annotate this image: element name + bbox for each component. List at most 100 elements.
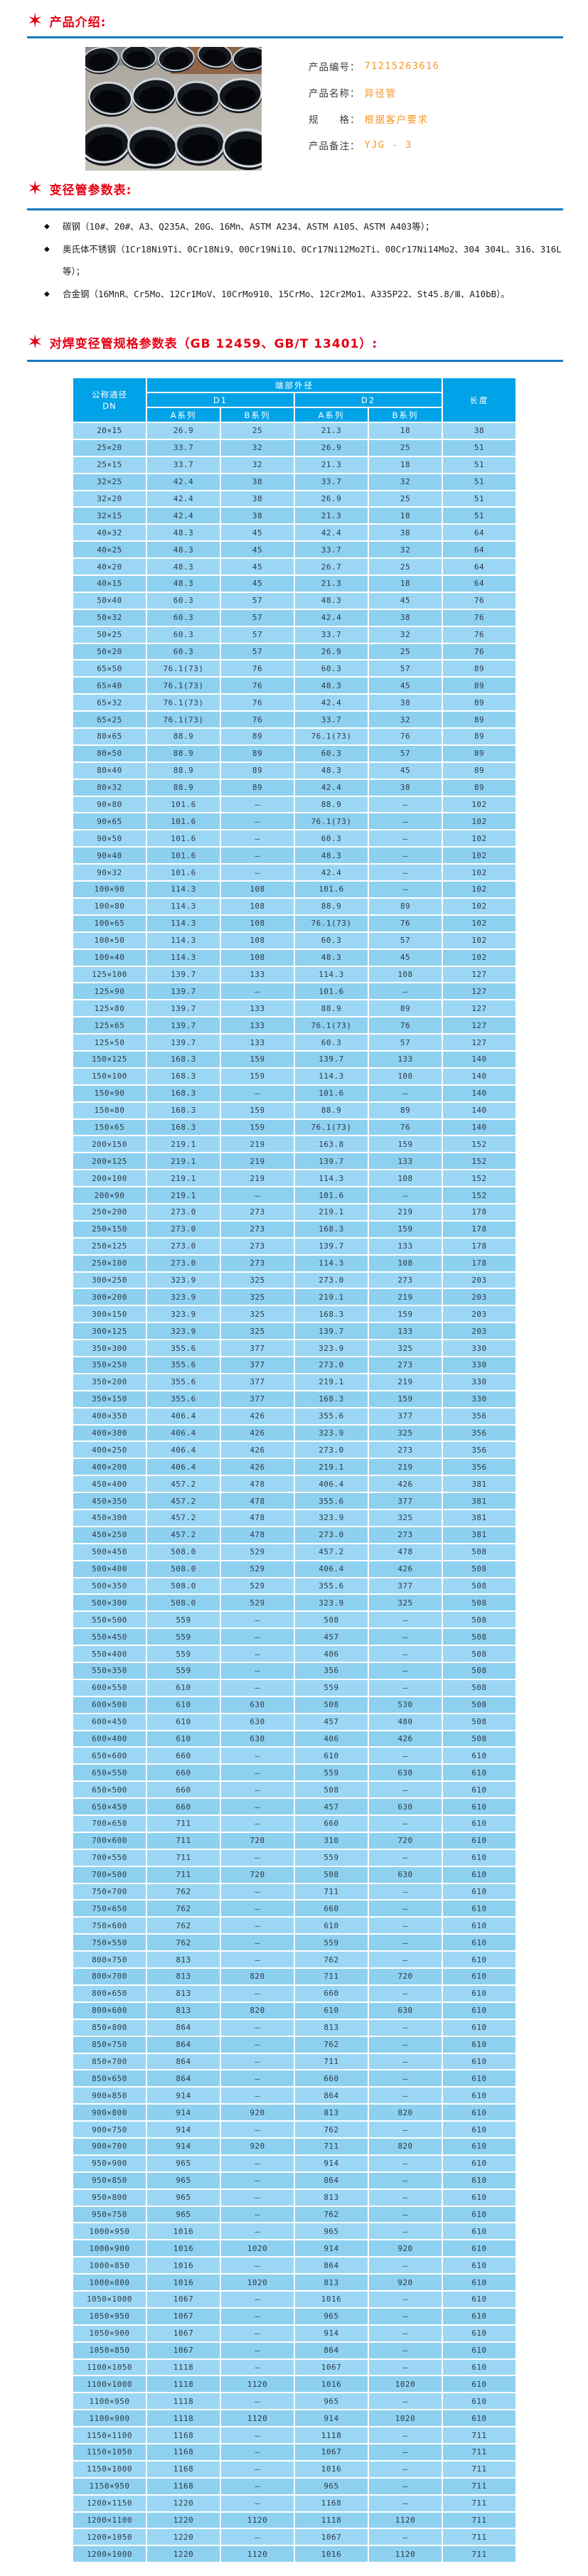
material-list: ◆ 碳钢（10#、20#、A3、Q235A、20G、16Mn、ASTM A234、… xyxy=(44,215,562,306)
cell-diameter: 325 xyxy=(368,1423,443,1443)
cell-length: 610 xyxy=(442,1780,517,1800)
cell-diameter: 630 xyxy=(220,1729,295,1748)
cell-diameter: 1020 xyxy=(368,2375,443,2394)
cell-dn: 150×80 xyxy=(72,1101,147,1120)
cell-diameter: 323.9 xyxy=(146,1305,221,1324)
cell-dn: 400×250 xyxy=(72,1441,147,1460)
cell-length: 610 xyxy=(442,1899,517,1918)
cell-diameter: 1067 xyxy=(146,2289,221,2309)
cell-length: 508 xyxy=(442,1593,517,1613)
cell-diameter: – xyxy=(368,1662,443,1680)
cell-diameter: 762 xyxy=(146,1899,221,1918)
cell-length: 610 xyxy=(442,2256,517,2275)
table-row: 32×25 42.4 38 33.7 32 51 xyxy=(72,472,517,491)
table-row: 800×650 813–660–610 xyxy=(72,1984,517,2003)
cell-diameter: 762 xyxy=(294,1950,369,1970)
cell-diameter: – xyxy=(368,1610,443,1630)
table-row: 1100×950 1118–965–610 xyxy=(72,2392,517,2411)
cell-diameter: 273 xyxy=(220,1254,295,1273)
cell-diameter: 101.6 xyxy=(146,863,221,882)
section-divider xyxy=(27,36,563,38)
cell-diameter: 159 xyxy=(368,1135,443,1154)
cell-diameter: – xyxy=(220,1746,295,1765)
table-row: 600×450 610 630 457 480 508 xyxy=(72,1712,517,1731)
cell-diameter: 1168 xyxy=(146,2426,221,2444)
table-row: 850×700 864–711–610 xyxy=(72,2052,517,2071)
cell-diameter: – xyxy=(368,795,443,814)
cell-diameter: 32 xyxy=(368,540,443,560)
section-divider xyxy=(27,360,563,362)
cell-diameter: 139.7 xyxy=(146,965,221,984)
cell-diameter: 1120 xyxy=(220,2375,295,2394)
cell-diameter: – xyxy=(220,1186,295,1204)
cell-dn: 1150×1000 xyxy=(72,2459,147,2479)
cell-diameter: 133 xyxy=(368,1236,443,1256)
cell-dn: 100×80 xyxy=(72,897,147,916)
cell-dn: 150×125 xyxy=(72,1049,147,1069)
cell-diameter: 864 xyxy=(146,2069,221,2088)
cell-diameter: 965 xyxy=(146,2154,221,2173)
cell-length: 610 xyxy=(442,2188,517,2207)
cell-dn: 1200×1050 xyxy=(72,2528,147,2547)
pipes-image xyxy=(85,47,262,171)
table-row: 1100×1000 1118 1120 1016 1020 610 xyxy=(72,2375,517,2394)
cell-dn: 500×400 xyxy=(72,1559,147,1578)
cell-diameter: 355.6 xyxy=(294,1576,369,1596)
cell-length: 381 xyxy=(442,1509,517,1527)
section-params-heading: ✶ 变径管参数表: xyxy=(27,179,132,198)
cell-diameter: 133 xyxy=(368,1049,443,1069)
cell-diameter: 89 xyxy=(220,778,295,797)
star-icon: ✶ xyxy=(27,178,43,200)
cell-diameter: 32 xyxy=(220,438,295,457)
cell-diameter: 508.0 xyxy=(146,1559,221,1578)
cell-length: 508 xyxy=(442,1695,517,1714)
cell-diameter: 42.4 xyxy=(294,778,369,797)
cell-diameter: 377 xyxy=(368,1406,443,1426)
cell-length: 610 xyxy=(442,2205,517,2224)
table-row: 750×700 762–711–610 xyxy=(72,1882,517,1901)
cell-diameter: – xyxy=(368,1084,443,1103)
cell-diameter: – xyxy=(220,1848,295,1867)
cell-diameter: 508.0 xyxy=(146,1593,221,1613)
cell-dn: 1050×900 xyxy=(72,2324,147,2343)
cell-length: 610 xyxy=(442,1865,517,1884)
cell-diameter: 89 xyxy=(220,761,295,780)
cell-diameter: 76.1(73) xyxy=(146,676,221,695)
cell-dn: 600×400 xyxy=(72,1729,147,1748)
cell-diameter: 356 xyxy=(294,1662,369,1680)
table-row: 125×50 139.7 133 60.3 57 127 xyxy=(72,1033,517,1052)
cell-diameter: 101.6 xyxy=(146,795,221,814)
cell-length: 381 xyxy=(442,1525,517,1544)
cell-length: 610 xyxy=(442,2222,517,2241)
cell-diameter: 920 xyxy=(368,2273,443,2292)
cell-length: 610 xyxy=(442,1967,517,1986)
cell-diameter: 813 xyxy=(146,1967,221,1986)
product-field-value: 71215263616 xyxy=(364,60,440,72)
cell-dn: 800×650 xyxy=(72,1984,147,2003)
cell-length: 140 xyxy=(442,1101,517,1120)
product-field-label: 产品编号： xyxy=(309,61,360,73)
cell-length: 610 xyxy=(442,2375,517,2394)
cell-diameter: 323.9 xyxy=(146,1322,221,1341)
cell-diameter: 57 xyxy=(220,591,295,610)
table-row: 1050×850 1067–864–610 xyxy=(72,2341,517,2360)
cell-diameter: 478 xyxy=(220,1492,295,1510)
cell-diameter: 89 xyxy=(220,744,295,763)
cell-diameter: 325 xyxy=(220,1271,295,1290)
table-row: 700×600 711 720 310 720 610 xyxy=(72,1831,517,1850)
cell-diameter: 864 xyxy=(294,2256,369,2275)
cell-diameter: 139.7 xyxy=(146,1033,221,1052)
cell-length: 102 xyxy=(442,914,517,933)
table-row: 1000×800 1016 1020 813 920 610 xyxy=(72,2273,517,2292)
cell-diameter: – xyxy=(368,2476,443,2496)
table-row: 100×90 114.3 108 101.6–102 xyxy=(72,880,517,899)
table-row: 150×100 168.3 159 114.3 108 140 xyxy=(72,1067,517,1086)
cell-diameter: 965 xyxy=(294,2222,369,2241)
cell-dn: 550×450 xyxy=(72,1628,147,1647)
product-field-label: 产品备注： xyxy=(309,140,360,152)
cell-diameter: 1067 xyxy=(294,2358,369,2377)
cell-diameter: 508.0 xyxy=(146,1542,221,1561)
cell-diameter: 1016 xyxy=(294,2289,369,2309)
cell-diameter: 26.9 xyxy=(294,642,369,661)
cell-dn: 350×250 xyxy=(72,1355,147,1374)
